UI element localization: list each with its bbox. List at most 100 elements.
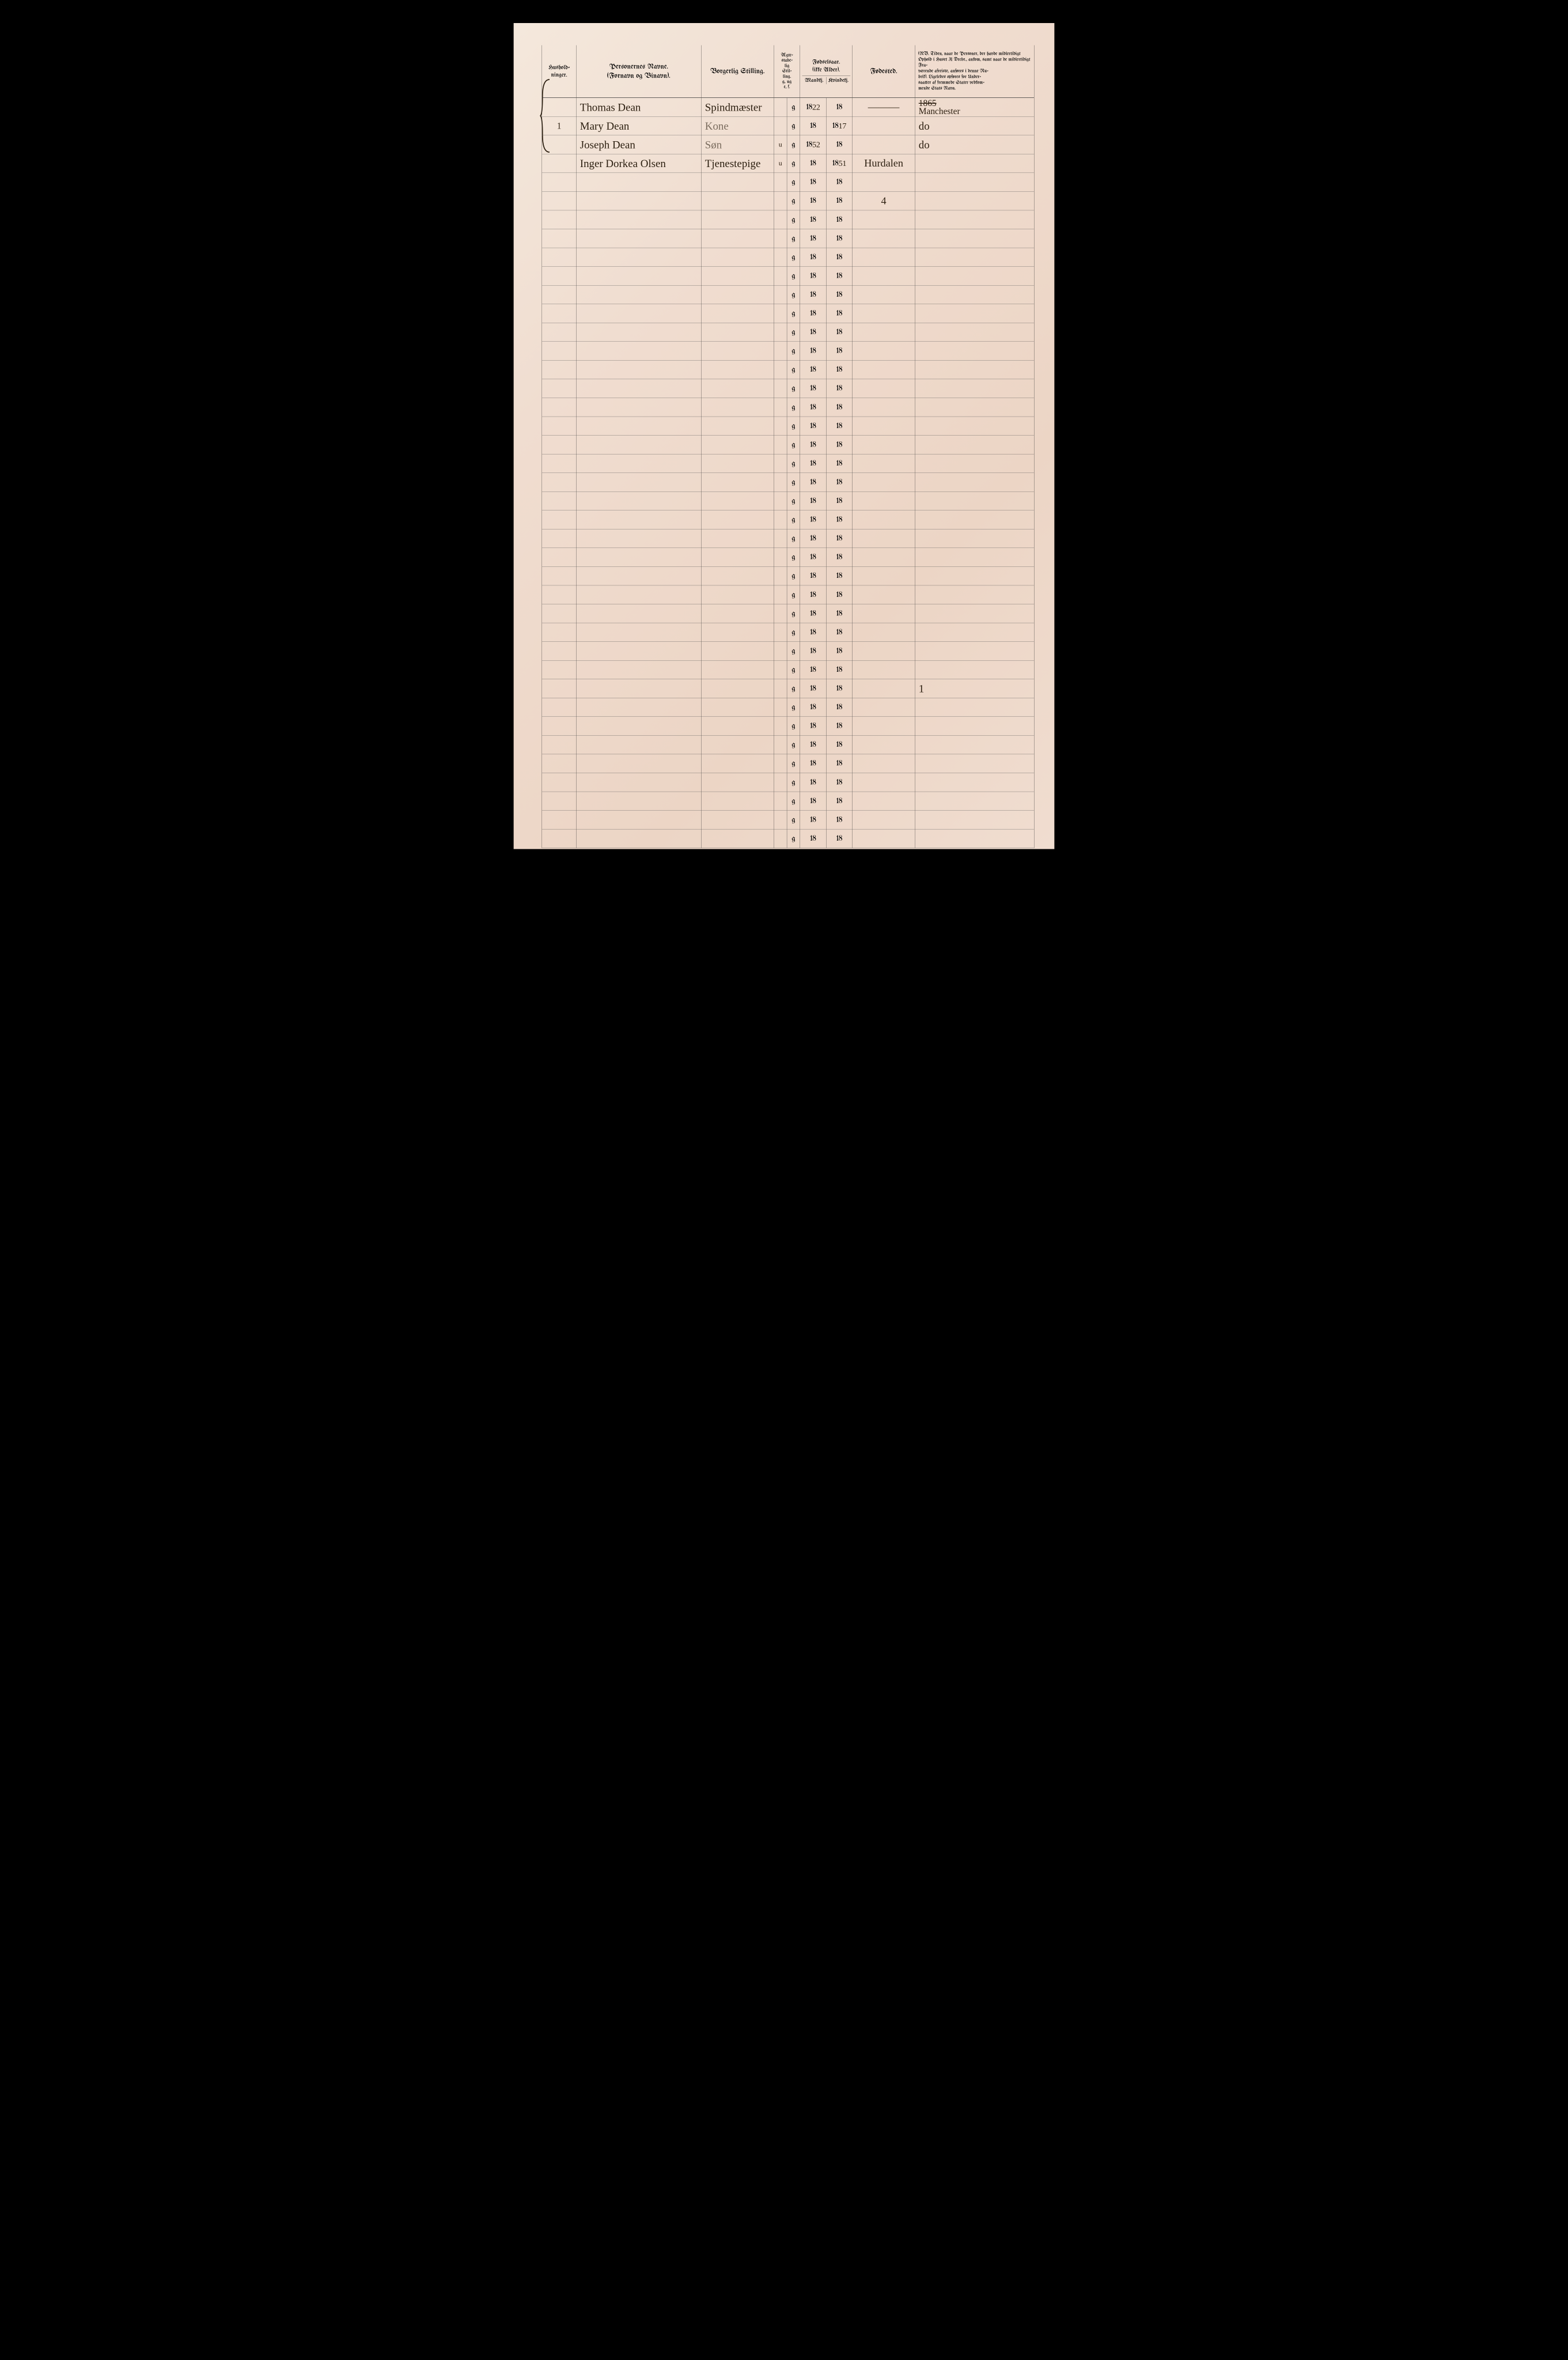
census-table: Hushold-ninger. Personernes Navne.(Forna… <box>542 46 1035 848</box>
cell-fodselsaar: 1818 <box>800 304 853 323</box>
cell-household <box>542 135 577 154</box>
cell-mandkj: 18 <box>800 698 827 716</box>
cell-name: Joseph Dean <box>576 135 701 154</box>
cell-nb: 1 <box>915 679 1034 698</box>
cell-household <box>542 229 577 248</box>
cell-kvindekj: 18 <box>827 623 853 641</box>
cell-fodested <box>853 529 915 548</box>
cell-household <box>542 679 577 698</box>
cell-fodested <box>853 679 915 698</box>
cell-kvindekj: 18 <box>827 548 853 566</box>
cell-household <box>542 717 577 736</box>
cell-household <box>542 191 577 210</box>
cell-mandkj: 18 <box>800 585 827 604</box>
cell-stilling <box>701 342 774 361</box>
cell-fodselsaar: 1818 <box>800 173 853 192</box>
cell-kvindekj: 18 <box>827 210 853 229</box>
cell-household <box>542 491 577 510</box>
cell-aegte-g: g <box>787 811 800 829</box>
cell-kvindekj: 18 <box>827 660 853 679</box>
cell-aegte-prefix: u <box>774 135 787 154</box>
table-row: g1818 <box>542 829 1034 848</box>
cell-aegteskab: g <box>774 810 800 829</box>
cell-mandkj: 18 <box>800 510 827 529</box>
cell-aegte-prefix <box>774 210 787 229</box>
cell-fodested <box>853 735 915 754</box>
cell-fodested <box>853 810 915 829</box>
table-row: g1818 <box>542 510 1034 530</box>
cell-kvindekj: 18 <box>827 735 853 754</box>
cell-mandkj: 18 <box>800 735 827 754</box>
cell-household <box>542 604 577 623</box>
cell-stilling <box>701 379 774 398</box>
cell-kvindekj: 18 <box>827 191 853 210</box>
cell-nb <box>915 154 1034 173</box>
cell-mandkj: 18 <box>800 191 827 210</box>
cell-household <box>542 810 577 829</box>
cell-aegte-prefix <box>774 792 787 810</box>
cell-name <box>576 248 701 267</box>
cell-kvindekj: 18 <box>827 566 853 585</box>
cell-name <box>576 623 701 642</box>
cell-nb <box>915 810 1034 829</box>
cell-mandkj: 18 <box>800 173 827 191</box>
cell-nb <box>915 529 1034 548</box>
cell-household <box>542 529 577 548</box>
cell-kvindekj: 18 <box>827 285 853 304</box>
cell-name <box>576 173 701 192</box>
cell-nb <box>915 379 1034 398</box>
cell-aegte-prefix <box>774 642 787 660</box>
cell-mandkj: 18 <box>800 623 827 641</box>
header-fodselsaar: Fødselsaar.(ikke Alder). Mandkj. Kvindek… <box>800 46 853 98</box>
table-row: g1818 <box>542 229 1034 248</box>
cell-stilling <box>701 529 774 548</box>
cell-name <box>576 398 701 417</box>
cell-mandkj: 18 <box>800 811 827 829</box>
cell-aegteskab: g <box>774 98 800 117</box>
cell-aegte-prefix <box>774 773 787 791</box>
cell-mandkj: 18 <box>800 248 827 266</box>
cell-kvindekj: 18 <box>827 585 853 604</box>
cell-fodested <box>853 754 915 773</box>
table-row: g1818 <box>542 360 1034 379</box>
cell-fodselsaar: 1818 <box>800 585 853 604</box>
cell-name: Mary Dean <box>576 116 701 135</box>
cell-name <box>576 698 701 717</box>
cell-fodested <box>853 829 915 848</box>
cell-mandkj: 18 <box>800 417 827 435</box>
cell-kvindekj: 18 <box>827 173 853 191</box>
cell-nb <box>915 323 1034 342</box>
cell-fodselsaar: 1818 <box>800 510 853 530</box>
header-aegteskab: Ægte-stabe-ligStil-ling.g, uge, f. <box>774 46 800 98</box>
cell-nb <box>915 510 1034 530</box>
cell-name <box>576 360 701 379</box>
cell-aegteskab: g <box>774 360 800 379</box>
cell-mandkj: 18 <box>800 229 827 248</box>
cell-fodested <box>853 454 915 473</box>
cell-kvindekj: 18 <box>827 717 853 735</box>
cell-aegte-g: g <box>787 454 800 472</box>
cell-mandkj: 18 <box>800 473 827 491</box>
cell-aegte-g: g <box>787 398 800 416</box>
cell-fodselsaar: 181851 <box>800 154 853 173</box>
cell-kvindekj: 18 <box>827 379 853 398</box>
cell-household <box>542 660 577 679</box>
cell-nb <box>915 623 1034 642</box>
table-row: g1818 <box>542 773 1034 792</box>
cell-aegteskab: g <box>774 116 800 135</box>
cell-fodested <box>853 135 915 154</box>
cell-aegte-g: g <box>787 379 800 398</box>
cell-aegteskab: g <box>774 473 800 492</box>
cell-mandkj: 18 <box>800 360 827 379</box>
table-row: g1818 <box>542 417 1034 436</box>
cell-nb <box>915 435 1034 454</box>
cell-nb <box>915 417 1034 436</box>
cell-fodselsaar: 1818 <box>800 266 853 285</box>
cell-name <box>576 435 701 454</box>
cell-name <box>576 379 701 398</box>
cell-fodested <box>853 585 915 604</box>
cell-aegteskab: g <box>774 229 800 248</box>
cell-household <box>542 98 577 117</box>
cell-household <box>542 829 577 848</box>
cell-name <box>576 679 701 698</box>
